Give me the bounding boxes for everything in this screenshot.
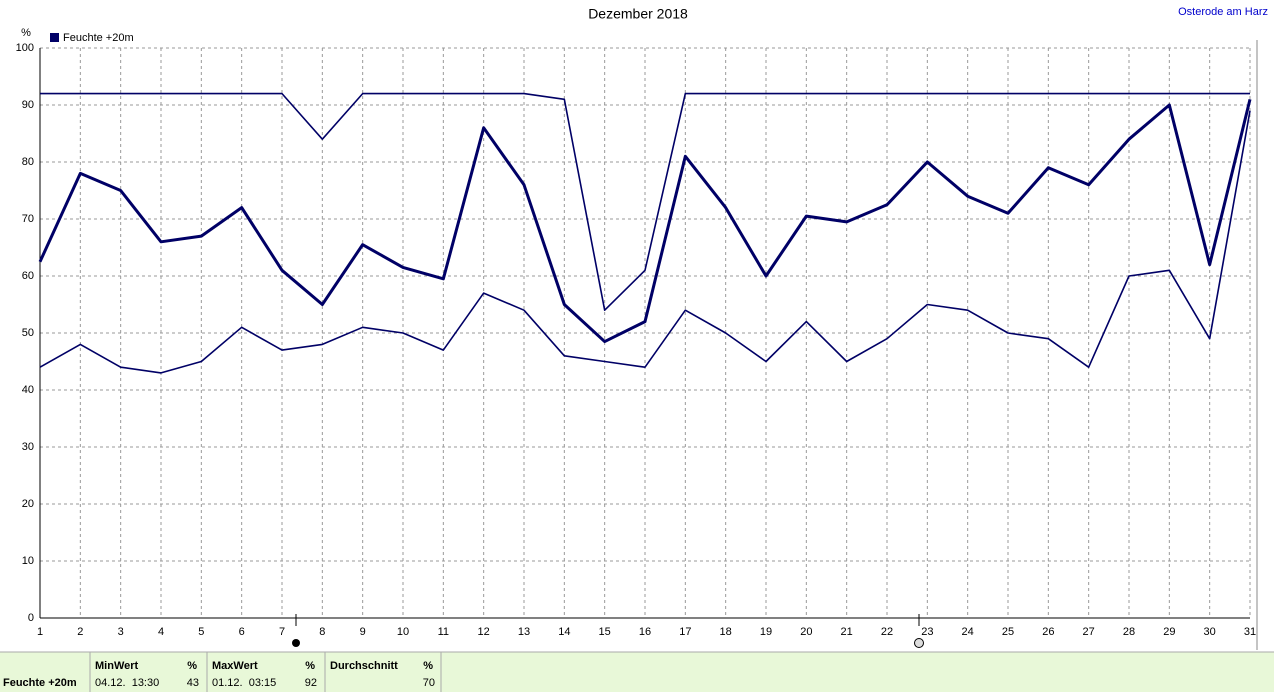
series-line (38, 98, 1252, 344)
x-tick-label: 31 (1244, 626, 1256, 638)
x-tick-label: 16 (639, 626, 651, 638)
y-tick-label: 100 (16, 42, 34, 54)
legend-label: Feuchte +20m (63, 32, 134, 44)
footer-time: 04.12. 13:30 (95, 677, 159, 689)
footer-header: MinWert (95, 660, 139, 672)
x-tick-label: 14 (558, 626, 570, 638)
x-tick-label: 10 (397, 626, 409, 638)
x-tick-label: 29 (1163, 626, 1175, 638)
x-tick-label: 26 (1042, 626, 1054, 638)
marker (914, 638, 924, 648)
footer-value: 43 (187, 677, 199, 689)
x-tick-label: 11 (438, 626, 449, 638)
x-tick-label: 5 (198, 626, 204, 638)
x-tick-label: 6 (239, 626, 245, 638)
y-tick-label: 60 (22, 270, 34, 282)
footer-header: MaxWert (212, 660, 258, 672)
series-line (39, 110, 1251, 374)
y-axis-label: % (21, 27, 31, 39)
x-tick-label: 13 (518, 626, 530, 638)
y-tick-label: 20 (22, 498, 34, 510)
footer-bg (0, 652, 1274, 692)
x-tick-label: 7 (279, 626, 285, 638)
y-tick-label: 70 (22, 213, 34, 225)
footer-value: 70 (423, 677, 435, 689)
x-tick-label: 24 (962, 626, 974, 638)
location: Osterode am Harz (1178, 6, 1268, 18)
x-tick-label: 28 (1123, 626, 1135, 638)
x-tick-label: 27 (1083, 626, 1095, 638)
footer-value: 92 (305, 677, 317, 689)
footer-unit: % (423, 660, 433, 672)
x-tick-label: 18 (720, 626, 732, 638)
x-tick-label: 9 (360, 626, 366, 638)
y-tick-label: 30 (22, 441, 34, 453)
y-tick-label: 50 (22, 327, 34, 339)
footer-header: Durchschnitt (330, 660, 398, 672)
footer-time: 01.12. 03:15 (212, 677, 276, 689)
x-tick-label: 2 (77, 626, 83, 638)
x-tick-label: 8 (319, 626, 325, 638)
x-tick-label: 4 (158, 626, 164, 638)
x-tick-label: 23 (921, 626, 933, 638)
series-line (40, 92, 1250, 311)
legend-swatch (50, 33, 59, 42)
x-tick-label: 30 (1204, 626, 1216, 638)
footer-unit: % (305, 660, 315, 672)
y-tick-label: 90 (22, 99, 34, 111)
y-tick-label: 0 (28, 612, 34, 624)
footer-unit: % (187, 660, 197, 672)
y-tick-label: 40 (22, 384, 34, 396)
marker (292, 639, 300, 647)
chart-title: Dezember 2018 (588, 6, 688, 22)
x-tick-label: 21 (841, 626, 853, 638)
y-tick-label: 80 (22, 156, 34, 168)
x-tick-label: 12 (478, 626, 490, 638)
x-tick-label: 15 (599, 626, 611, 638)
y-tick-label: 10 (22, 555, 34, 567)
x-tick-label: 3 (118, 626, 124, 638)
x-tick-label: 17 (679, 626, 691, 638)
footer-row-label: Feuchte +20m (3, 677, 77, 689)
x-tick-label: 19 (760, 626, 772, 638)
x-tick-label: 1 (37, 626, 43, 638)
x-tick-label: 25 (1002, 626, 1014, 638)
x-tick-label: 22 (881, 626, 893, 638)
x-tick-label: 20 (800, 626, 812, 638)
